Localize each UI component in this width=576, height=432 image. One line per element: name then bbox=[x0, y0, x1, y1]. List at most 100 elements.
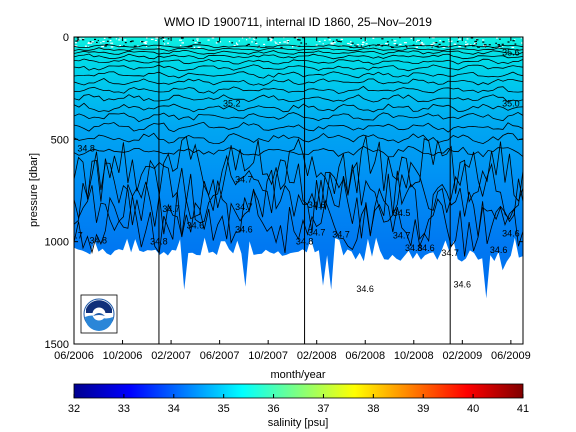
speckle-dot bbox=[124, 39, 127, 41]
x-tick-label: 06/2006 bbox=[54, 350, 94, 362]
colorbar-tick-label: 35 bbox=[218, 403, 230, 415]
contour-line bbox=[74, 71, 523, 79]
speckle-dot bbox=[131, 40, 134, 42]
speckle-dot bbox=[305, 43, 307, 45]
speckle-dot bbox=[377, 44, 380, 46]
deep-contour-line bbox=[74, 135, 523, 208]
colorbar-tick-label: 37 bbox=[317, 403, 329, 415]
contour-label: 34.8 bbox=[150, 237, 168, 247]
contour-line bbox=[74, 132, 523, 145]
speckle-dot bbox=[87, 42, 90, 44]
speckle-dot bbox=[219, 41, 222, 43]
y-tick-label: 1000 bbox=[45, 237, 69, 249]
speckle-dot bbox=[512, 40, 515, 42]
speckle-dot bbox=[430, 44, 434, 46]
speckle-dot bbox=[96, 41, 98, 43]
contour-label: 34.6 bbox=[356, 284, 374, 294]
speckle-dot bbox=[421, 43, 425, 45]
speckle-dot bbox=[453, 43, 457, 45]
speckle-dot bbox=[349, 43, 353, 46]
speckle-dot bbox=[271, 37, 274, 39]
contour-line bbox=[74, 49, 523, 55]
colorbar-tick-label: 34 bbox=[168, 403, 180, 415]
speckle-dot bbox=[274, 41, 276, 43]
speckle-dot bbox=[302, 37, 305, 39]
speckle-dot bbox=[482, 39, 485, 41]
speckle-dot bbox=[252, 38, 255, 40]
chart-title: WMO ID 1900711, internal ID 1860, 25–Nov… bbox=[164, 15, 432, 29]
speckle-dot bbox=[123, 45, 125, 47]
contour-label: 34.7 bbox=[308, 228, 326, 238]
speckle-dot bbox=[258, 45, 260, 47]
speckle-dot bbox=[215, 42, 218, 44]
speckle-dot bbox=[277, 44, 280, 46]
speckle-dot bbox=[365, 39, 367, 41]
speckle-dot bbox=[356, 44, 360, 46]
speckle-dot bbox=[82, 38, 85, 40]
contour-line bbox=[74, 121, 523, 133]
speckle-dot bbox=[483, 45, 486, 47]
speckle-dot bbox=[470, 44, 472, 46]
speckle-dot bbox=[298, 39, 301, 41]
speckle-dot bbox=[211, 37, 215, 39]
plot-area: 35.635.2 35.034.834.734.7 34.7 34.634.534.6… bbox=[74, 37, 523, 344]
x-tick-label: 06/2008 bbox=[345, 350, 385, 362]
speckle-dot bbox=[179, 45, 182, 47]
colorbar-tick-label: 36 bbox=[267, 403, 279, 415]
year-boundary-lines bbox=[158, 37, 451, 344]
x-tick-label: 02/2007 bbox=[151, 350, 191, 362]
speckle-dot bbox=[163, 43, 166, 45]
contour-label: 34.7 bbox=[235, 202, 253, 212]
speckle-dot bbox=[386, 41, 389, 43]
speckle-dot bbox=[109, 40, 112, 42]
speckle-dot bbox=[332, 40, 335, 43]
speckle-dot bbox=[330, 43, 332, 45]
speckle-dot bbox=[360, 45, 362, 47]
speckle-dot bbox=[466, 38, 469, 40]
x-axis: 06/2006 10/2006 02/2007 06/2007 10/2007 02/20… bbox=[54, 37, 531, 362]
speckle-dot bbox=[286, 42, 289, 44]
speckle-dot bbox=[416, 39, 420, 41]
contour-label: 34.7 bbox=[162, 204, 180, 214]
speckle-dot bbox=[233, 45, 236, 47]
speckle-dot bbox=[286, 40, 290, 42]
speckle-dot bbox=[347, 42, 350, 45]
speckle-dot bbox=[419, 44, 423, 46]
speckle-dot bbox=[499, 38, 501, 40]
speckle-dot bbox=[161, 37, 164, 39]
speckle-dot bbox=[507, 41, 510, 43]
contour-label: 34.5 bbox=[393, 208, 411, 218]
speckle-dot bbox=[415, 46, 418, 48]
speckle-dot bbox=[431, 46, 433, 48]
speckle-dot bbox=[74, 42, 77, 44]
speckle-dot bbox=[420, 42, 423, 44]
speckle-dot bbox=[84, 45, 87, 47]
speckle-dot bbox=[436, 45, 439, 47]
contour-line bbox=[74, 64, 523, 72]
speckle-dot bbox=[318, 40, 321, 43]
colorbar-tick-label: 32 bbox=[68, 403, 80, 415]
contour-lines bbox=[74, 44, 523, 257]
contour-label: 34.6 bbox=[417, 243, 435, 253]
speckle-dot bbox=[416, 41, 418, 43]
speckle-dot bbox=[333, 42, 336, 44]
speckle-dot bbox=[238, 40, 240, 42]
speckle-dot bbox=[361, 44, 364, 46]
speckle-dot bbox=[283, 37, 285, 39]
speckle-dot bbox=[521, 42, 523, 44]
deep-contour-line bbox=[74, 151, 523, 226]
speckle-dot bbox=[190, 45, 193, 47]
contour-label: 34.8 bbox=[405, 243, 423, 253]
contour-line bbox=[74, 78, 523, 86]
speckle-dot bbox=[270, 40, 272, 42]
speckle-dot bbox=[406, 46, 408, 48]
speckle-dot bbox=[322, 43, 324, 45]
contour-label: 34.7 bbox=[235, 174, 253, 184]
speckle-dot bbox=[103, 37, 106, 39]
speckle-dot bbox=[381, 38, 384, 40]
speckle-dot bbox=[198, 42, 201, 44]
contour-label: 34.7 bbox=[393, 231, 411, 241]
speckle-dot bbox=[150, 38, 154, 40]
y-axis-label: pressure [dbar] bbox=[28, 153, 40, 227]
speckle-dot bbox=[520, 37, 522, 39]
